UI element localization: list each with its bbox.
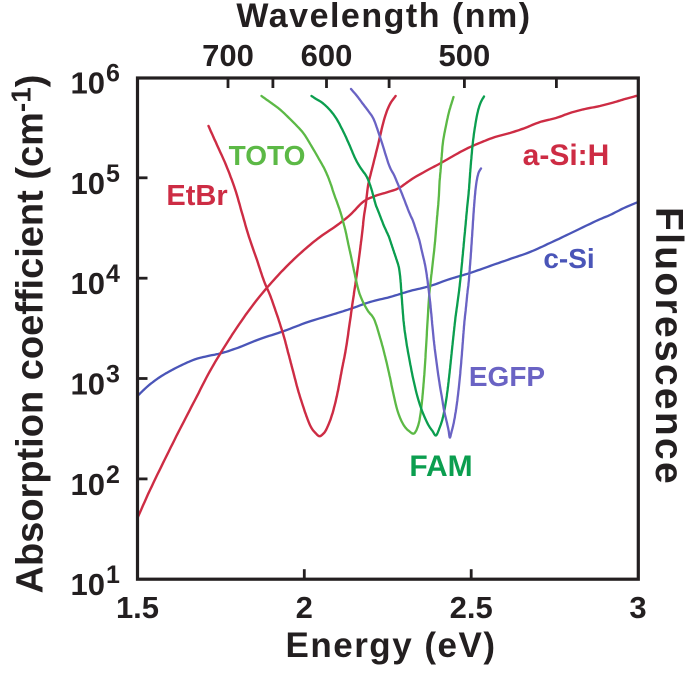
svg-text:3: 3 xyxy=(629,590,646,625)
svg-text:5: 5 xyxy=(106,160,120,188)
svg-text:10: 10 xyxy=(71,166,105,201)
svg-text:500: 500 xyxy=(439,38,491,73)
svg-text:EGFP: EGFP xyxy=(469,361,545,392)
svg-text:Energy (eV): Energy (eV) xyxy=(286,626,497,665)
svg-text:Absorption coefficient (cm-1): Absorption coefficient (cm-1) xyxy=(6,75,52,594)
svg-text:10: 10 xyxy=(71,467,105,502)
svg-text:1.5: 1.5 xyxy=(116,590,159,625)
svg-text:a-Si:H: a-Si:H xyxy=(523,139,610,172)
svg-text:10: 10 xyxy=(71,567,105,602)
svg-text:1: 1 xyxy=(106,561,120,589)
svg-text:700: 700 xyxy=(202,38,254,73)
svg-text:6: 6 xyxy=(106,60,120,88)
svg-text:2: 2 xyxy=(106,461,120,489)
svg-text:c-Si: c-Si xyxy=(543,243,594,274)
svg-text:4: 4 xyxy=(106,260,120,288)
svg-text:FAM: FAM xyxy=(409,450,472,483)
svg-text:EtBr: EtBr xyxy=(166,180,227,212)
svg-text:3: 3 xyxy=(106,361,120,389)
svg-text:Fluorescence: Fluorescence xyxy=(647,207,690,486)
svg-text:10: 10 xyxy=(71,266,105,301)
svg-text:10: 10 xyxy=(71,66,105,101)
svg-text:2: 2 xyxy=(296,590,313,625)
svg-text:10: 10 xyxy=(71,367,105,402)
svg-text:2.5: 2.5 xyxy=(450,590,493,625)
svg-text:600: 600 xyxy=(301,38,353,73)
svg-text:Wavelength (nm): Wavelength (nm) xyxy=(236,0,531,35)
svg-text:TOTO: TOTO xyxy=(229,140,306,171)
